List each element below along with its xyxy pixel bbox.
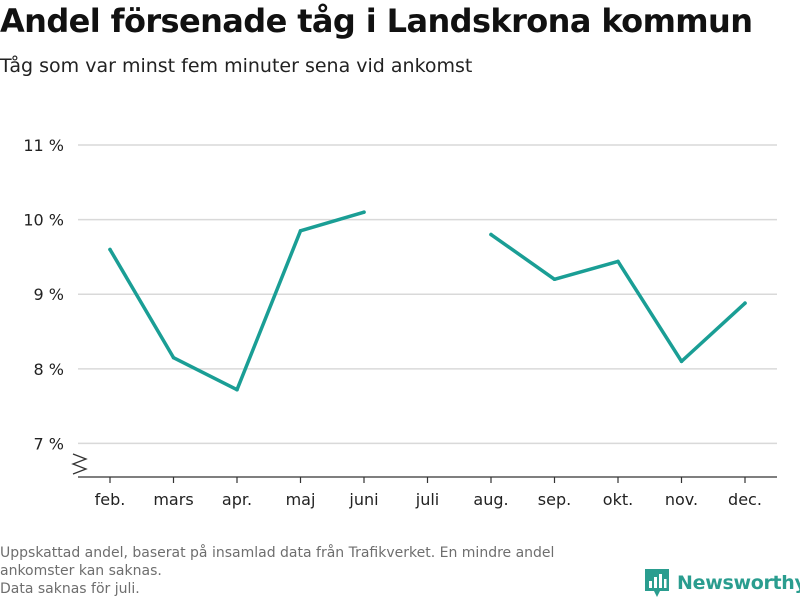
x-tick-label: maj [286, 490, 316, 509]
footnote-missing-data: Data saknas för juli. [0, 581, 140, 597]
brand-name: Newsworthy [677, 572, 800, 594]
x-tick-label: dec. [728, 490, 762, 509]
y-tick-label: 8 % [34, 360, 64, 379]
x-tick-label: mars [153, 490, 193, 509]
x-axis [71, 453, 777, 483]
x-tick-label: aug. [473, 490, 508, 509]
y-axis-tick-labels: 7 % 8 % 9 % 10 % 11 % [23, 136, 64, 453]
data-point [298, 229, 303, 233]
data-point [679, 359, 684, 364]
x-tick-label: juni [348, 490, 378, 509]
data-point [171, 355, 176, 360]
x-tick-label: apr. [222, 490, 252, 509]
x-tick-label: juli [415, 490, 439, 509]
y-tick-label: 11 % [23, 136, 64, 155]
data-point [552, 277, 557, 282]
chart-title: Andel försenade tåg i Landskrona kommun [0, 2, 753, 40]
data-point [362, 210, 366, 214]
y-tick-label: 9 % [34, 285, 64, 304]
chart-subtitle: Tåg som var minst fem minuter sena vid a… [0, 55, 473, 77]
data-point [743, 301, 747, 305]
x-tick-label: sep. [538, 490, 571, 509]
axis-break-icon [71, 453, 88, 475]
gridlines [78, 144, 777, 445]
data-point [235, 387, 239, 392]
brand-logo: Newsworthy [644, 568, 800, 598]
footnote-source: Uppskattad andel, baserat på insamlad da… [0, 545, 555, 561]
data-point [108, 247, 112, 252]
y-tick-label: 10 % [23, 211, 64, 230]
data-point [616, 259, 620, 264]
data-point [489, 232, 493, 237]
x-tick-label: feb. [95, 490, 126, 509]
footnote-source-cont: ankomster kan saknas. [0, 563, 162, 579]
x-tick-label: nov. [665, 490, 698, 509]
newsworthy-logo-icon [645, 569, 669, 597]
x-axis-tick-labels: feb. mars apr. maj juni juli aug. sep. okt. nov. d… [95, 490, 762, 509]
series-line-segment [108, 210, 366, 392]
series-lines [108, 210, 747, 392]
x-tick-label: okt. [603, 490, 633, 509]
y-tick-label: 7 % [34, 434, 64, 453]
series-line-segment [489, 232, 747, 364]
